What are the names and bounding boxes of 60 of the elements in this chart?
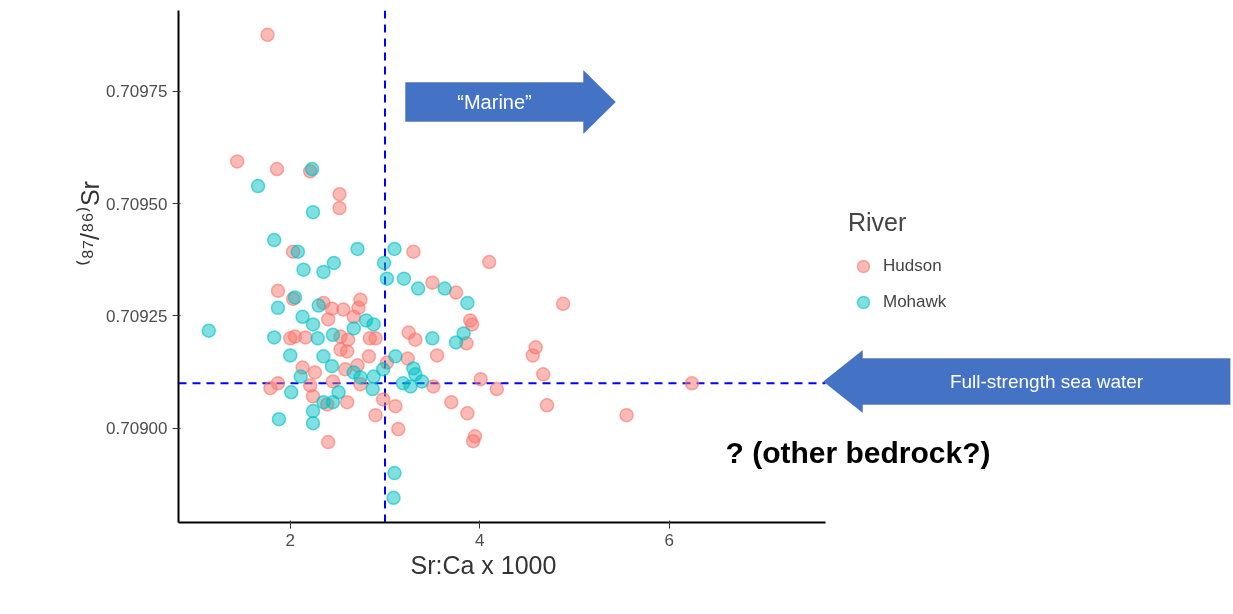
point (350, 241, 365, 257)
point (387, 465, 402, 481)
point (283, 385, 299, 400)
point (387, 241, 402, 257)
legend-title: River (848, 208, 908, 237)
x-tick-label: 4 (475, 530, 485, 550)
y-tick-label: 0.70925 (106, 306, 168, 326)
point (311, 298, 326, 313)
y-axis-title: ⁽⁸⁷/⁸⁶⁾Sr (75, 181, 104, 266)
point (293, 369, 308, 384)
point (305, 403, 321, 419)
point (410, 281, 426, 296)
point (414, 374, 430, 389)
point (460, 295, 475, 311)
point (403, 379, 418, 394)
legend-label: Mohawk (883, 292, 947, 312)
point (283, 348, 298, 363)
point (375, 362, 391, 377)
point (271, 411, 287, 427)
point (437, 281, 452, 296)
point (270, 300, 286, 316)
point (295, 309, 310, 325)
point (305, 416, 321, 431)
point (305, 204, 321, 220)
point (386, 490, 401, 506)
point (366, 317, 381, 332)
point (316, 394, 331, 410)
text: Full-strength sea water (949, 371, 1144, 392)
point (290, 244, 306, 259)
point (250, 178, 266, 194)
point (201, 323, 217, 338)
annotation: ? (other bedrock?) (725, 436, 991, 469)
y-tick-label: 0.70900 (106, 419, 168, 439)
point (316, 349, 331, 364)
point (266, 330, 282, 345)
y-tick-label: 0.70950 (106, 194, 168, 214)
point (365, 381, 380, 397)
point (316, 264, 331, 280)
x-tick-label: 6 (664, 530, 674, 550)
legend-label: Hudson (883, 256, 942, 276)
point (353, 370, 368, 385)
annotation: “Marine” (457, 91, 532, 113)
point (266, 232, 282, 248)
x-tick-label: 2 (285, 530, 296, 550)
point (305, 317, 321, 332)
point (448, 335, 464, 350)
point (296, 262, 311, 277)
point (346, 321, 361, 336)
point (325, 327, 341, 342)
point (324, 358, 340, 374)
point (425, 331, 440, 346)
point (326, 255, 342, 271)
point (456, 326, 471, 341)
x-axis-title: Sr:Ca x 1000 (410, 550, 557, 579)
point (379, 271, 395, 286)
point (376, 255, 392, 271)
y-tick-label: 0.70975 (106, 82, 168, 102)
point (396, 271, 412, 286)
point (388, 349, 403, 364)
point (310, 331, 325, 346)
